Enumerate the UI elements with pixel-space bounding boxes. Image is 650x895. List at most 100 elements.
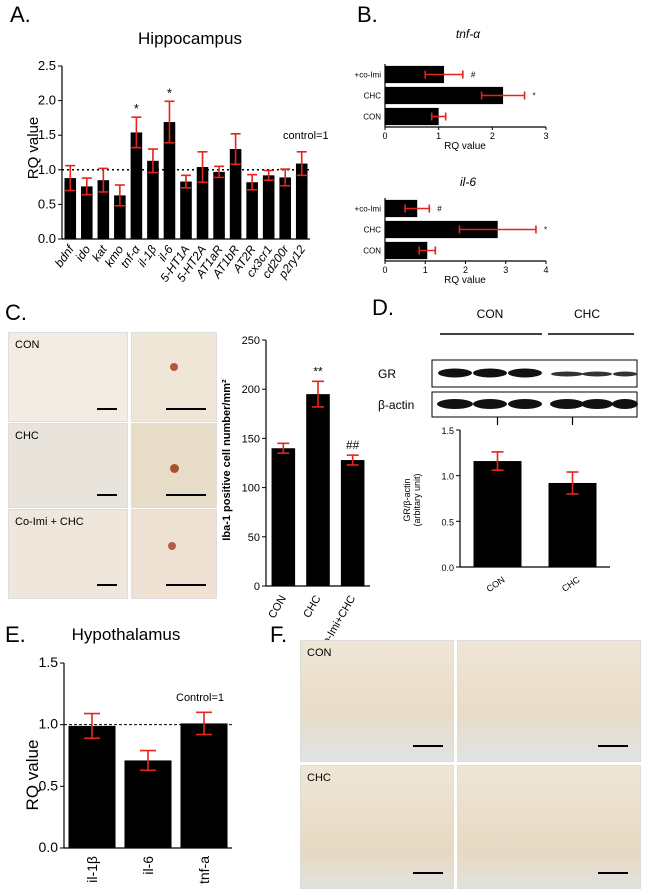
- chart-b-bottom-title: il-6: [460, 175, 476, 189]
- scale-bar: [598, 745, 628, 747]
- blot-band: [581, 399, 613, 409]
- blot-band: [508, 399, 542, 409]
- bar: [196, 167, 209, 239]
- blot-band: [473, 399, 507, 409]
- category-label: CON: [266, 593, 289, 620]
- ihc-f-con-right: [457, 640, 641, 762]
- category-label: CHC: [560, 574, 582, 594]
- scale-bar: [97, 584, 117, 586]
- chart-a-annotation: control=1: [283, 130, 329, 142]
- ihc-f-con-left: CON: [300, 640, 454, 762]
- y-tick-label: 1.0: [38, 162, 56, 177]
- significance-mark: *: [134, 101, 139, 116]
- blot-label-gr: GR: [378, 367, 396, 381]
- chart-c-ylabel: Iba-1 positive cell number/mm²: [221, 379, 233, 541]
- scale-bar: [97, 408, 117, 410]
- y-tick-label: 1.5: [39, 654, 59, 670]
- x-tick-label: 3: [543, 131, 548, 141]
- category-label: CHC: [301, 593, 323, 620]
- y-tick-label: 250: [242, 335, 260, 347]
- blot-band: [550, 399, 584, 409]
- bar: [81, 186, 93, 239]
- y-tick-label: 200: [242, 384, 260, 396]
- chart-e-annotation: Control=1: [176, 692, 224, 704]
- bar: [64, 178, 77, 239]
- ihc-label-f-chc: CHC: [307, 772, 331, 784]
- category-label: CHC: [364, 226, 382, 235]
- panel-letter-b: B.: [357, 2, 378, 27]
- x-tick-label: 1: [436, 131, 441, 141]
- category-label: CHC: [364, 92, 382, 101]
- significance-mark: *: [167, 85, 172, 100]
- scale-bar: [598, 872, 628, 874]
- bar: [295, 163, 308, 239]
- bar: [180, 181, 192, 239]
- bar: [114, 195, 126, 239]
- ihc-label-f-con: CON: [307, 647, 332, 659]
- y-tick-label: 2.5: [38, 58, 56, 73]
- bar: [130, 132, 143, 239]
- category-label: CON: [363, 113, 381, 122]
- blot-band: [551, 371, 583, 377]
- bar: [147, 160, 159, 239]
- category-label: il-1β: [84, 856, 100, 883]
- y-tick-label: 0.0: [441, 563, 454, 573]
- scale-bar: [413, 745, 443, 747]
- ihc-c-coimi-high: [131, 509, 217, 599]
- category-label: CON: [485, 574, 507, 594]
- blot-band: [612, 399, 638, 409]
- bar: [246, 182, 258, 239]
- y-tick-label: 0: [254, 581, 260, 593]
- blot-band: [582, 371, 612, 377]
- x-tick-label: 2: [490, 131, 495, 141]
- bar: [385, 65, 445, 84]
- microglia-cell: [170, 464, 179, 473]
- ihc-c-con-low: CON: [8, 332, 128, 422]
- scale-bar: [166, 408, 206, 410]
- blot-band: [437, 399, 473, 409]
- blot-band: [438, 368, 472, 378]
- bar: [385, 107, 439, 126]
- bar: [229, 149, 242, 239]
- bar: [180, 723, 228, 848]
- blot-band: [508, 368, 542, 378]
- category-label: il-6: [140, 856, 156, 875]
- bar: [124, 760, 172, 848]
- scale-bar: [166, 494, 206, 496]
- bar: [262, 175, 275, 239]
- bar: [385, 241, 428, 260]
- category-label: +co-Imi: [355, 205, 382, 214]
- ihc-c-con-high: [131, 332, 217, 422]
- scale-bar: [413, 872, 443, 874]
- y-tick-label: 0.0: [38, 231, 56, 246]
- ihc-label-chc: CHC: [15, 430, 39, 442]
- blot-group-con: CON: [477, 307, 504, 321]
- ihc-f-chc-left: CHC: [300, 765, 454, 889]
- panel-letter-f: F.: [270, 622, 288, 647]
- bar: [473, 461, 522, 567]
- y-tick-label: 50: [248, 532, 260, 544]
- blot-bands-gr: [438, 368, 637, 378]
- y-tick-label: 150: [242, 433, 260, 445]
- chart-d-ylabel-line2: (arbitary unit): [412, 473, 422, 526]
- significance-mark: ##: [346, 438, 360, 452]
- bar: [306, 394, 330, 586]
- blot-group-chc: CHC: [574, 307, 600, 321]
- bar: [271, 448, 296, 586]
- y-tick-label: 1.0: [441, 472, 454, 482]
- x-tick-label: 4: [543, 265, 548, 275]
- chart-e: 0.0 0.5 1.0 1.5 il-1β il-6 tnf-a: [39, 654, 232, 884]
- chart-b-top: 0 1 2 3 +co-Imi # CHC * CON: [355, 64, 549, 141]
- x-tick-label: 0: [382, 131, 387, 141]
- x-tick-label: 0: [382, 265, 387, 275]
- microglia-cell: [170, 363, 178, 371]
- category-label: CON: [363, 247, 381, 256]
- bar: [68, 725, 116, 848]
- blot-label-actin: β-actin: [378, 398, 414, 412]
- blot-bands-actin: [437, 399, 638, 409]
- chart-d-ylabel-line1: GR/β-actin: [402, 478, 412, 521]
- microglia-cell: [168, 542, 176, 550]
- panel-letter-e: E.: [5, 622, 26, 647]
